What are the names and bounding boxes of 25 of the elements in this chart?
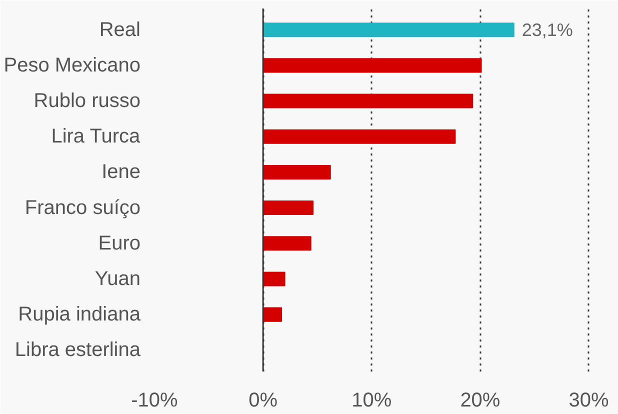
y-tick-label: Iene [102,161,141,184]
y-tick-label: Real [99,18,141,41]
bar [262,164,331,180]
bar [262,236,312,251]
bar [262,272,286,286]
x-tick-label: 30% [568,390,610,412]
y-tick-label: Lira Turca [51,126,142,148]
bar [262,307,282,322]
x-tick-label: 20% [460,390,500,412]
bar [262,129,456,144]
y-tick-label: Franco suíço [24,196,141,219]
y-tick-label: Rupia indiana [18,304,142,326]
x-tick-label: 0% [248,390,278,412]
bar [262,94,474,108]
y-tick-label: Yuan [94,268,141,290]
y-tick-label: Rublo russo [34,90,140,112]
y-tick-label: Peso Mexicano [4,54,141,76]
bar [262,200,314,216]
bar [262,22,514,38]
data-label: 23,1% [522,20,573,40]
x-tick-label: 10% [352,390,392,412]
x-tick-label: -10% [131,390,178,412]
bar [262,58,482,73]
y-tick-label: Libra esterlina [14,339,142,362]
y-tick-label: Euro [98,232,141,254]
